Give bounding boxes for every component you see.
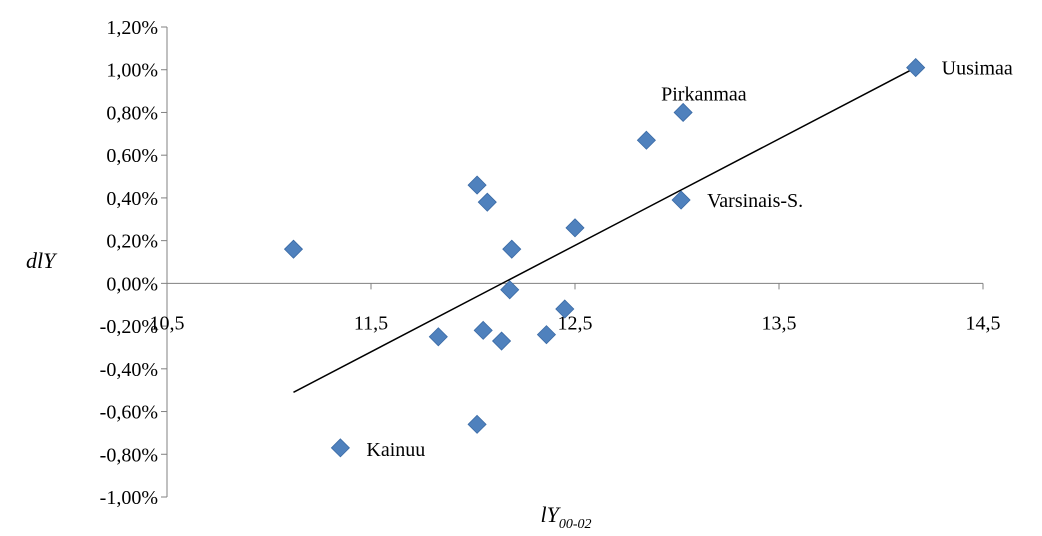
y-tick-label: 0,00% bbox=[106, 273, 158, 295]
data-point bbox=[500, 280, 520, 300]
x-axis-label-main: lY bbox=[540, 502, 561, 527]
data-point bbox=[330, 438, 350, 458]
y-tick-label: 0,60% bbox=[106, 145, 158, 167]
data-point bbox=[671, 190, 691, 210]
y-tick-label: -0,60% bbox=[100, 402, 158, 424]
data-point bbox=[502, 239, 522, 259]
y-tick-label: 0,40% bbox=[106, 188, 158, 210]
point-annotation: Pirkanmaa bbox=[661, 83, 747, 105]
trendline-group bbox=[293, 66, 917, 393]
y-axis-ticks: 1,20% 1,00% 0,80% 0,60% 0,40% 0,20% 0,00% -0,20… bbox=[100, 17, 167, 509]
data-point bbox=[673, 102, 693, 123]
data-point bbox=[565, 218, 585, 238]
data-point bbox=[467, 414, 487, 434]
data-point bbox=[283, 239, 304, 259]
x-axis-label-subscript: 00-02 bbox=[559, 517, 592, 532]
data-point bbox=[536, 325, 557, 345]
axes bbox=[166, 27, 983, 497]
point-annotations: Uusimaa Pirkanmaa Varsinais-S. Kainuu bbox=[366, 58, 1012, 461]
data-points bbox=[283, 58, 926, 458]
data-point bbox=[428, 327, 448, 347]
x-tick-label: 14,5 bbox=[966, 312, 1001, 334]
x-tick-label: 12,5 bbox=[558, 312, 593, 334]
point-annotation: Uusimaa bbox=[942, 58, 1013, 80]
x-tick-label: 10,5 bbox=[150, 312, 185, 334]
x-axis-ticks: 10,5 11,5 12,5 13,5 14,5 bbox=[150, 283, 1001, 334]
data-point bbox=[636, 130, 656, 150]
x-tick-label: 13,5 bbox=[762, 312, 797, 334]
y-tick-label: -0,40% bbox=[100, 359, 158, 381]
y-tick-label: -0,20% bbox=[100, 316, 158, 338]
y-tick-label: -0,80% bbox=[100, 444, 158, 466]
x-tick-label: 11,5 bbox=[354, 312, 388, 334]
y-axis-label: dlY bbox=[26, 248, 58, 273]
x-axis-label: lY00-02 bbox=[540, 502, 591, 532]
data-point bbox=[491, 331, 512, 351]
y-tick-label: -1,00% bbox=[100, 487, 158, 509]
data-point bbox=[477, 192, 497, 212]
y-tick-label: 0,80% bbox=[106, 102, 158, 124]
data-point bbox=[906, 58, 926, 78]
data-point bbox=[467, 175, 487, 195]
trendline bbox=[293, 66, 917, 393]
y-tick-label: 1,20% bbox=[106, 17, 158, 39]
point-annotation: Kainuu bbox=[366, 439, 425, 461]
y-tick-label: 1,00% bbox=[106, 60, 158, 82]
point-annotation: Varsinais-S. bbox=[707, 190, 803, 212]
y-tick-label: 0,20% bbox=[106, 231, 158, 253]
data-point bbox=[473, 320, 493, 340]
data-point bbox=[555, 299, 575, 319]
